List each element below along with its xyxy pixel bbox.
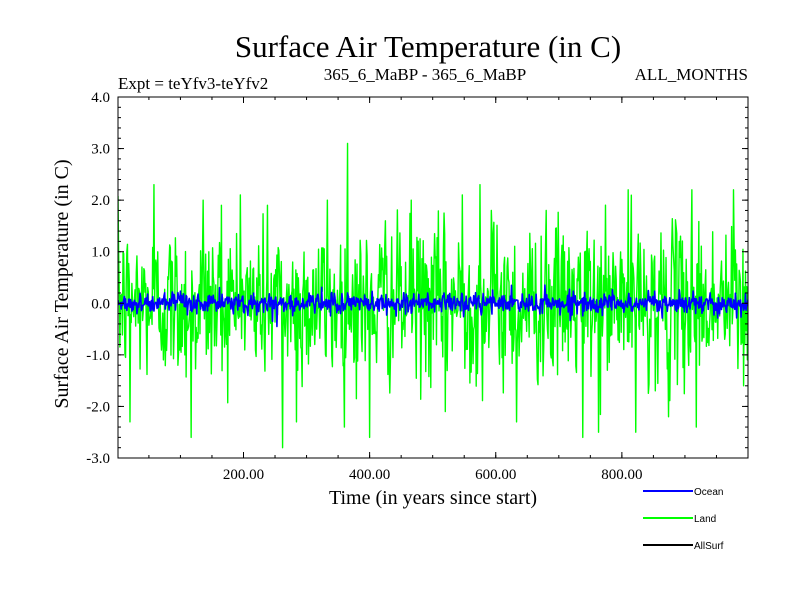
y-axis: -3.0 -2.0 -1.0 0.0 1.0 2.0 3.0 4.0 — [86, 90, 748, 467]
y-tick-label: -1.0 — [86, 348, 110, 364]
x-tick-label: 200.00 — [223, 467, 264, 483]
x-tick-label: 600.00 — [475, 467, 516, 483]
y-tick-label: -3.0 — [86, 451, 110, 467]
y-tick-label: -2.0 — [86, 399, 110, 415]
legend: Ocean Land AllSurf — [643, 487, 724, 552]
y-tick-label: 2.0 — [91, 193, 110, 209]
x-tick-label: 400.00 — [349, 467, 390, 483]
y-tick-label: 0.0 — [91, 296, 110, 312]
x-axis-label: Time (in years since start) — [329, 487, 537, 509]
period-label: 365_6_MaBP - 365_6_MaBP — [324, 65, 526, 84]
series-layer — [118, 142, 748, 449]
y-tick-label: 4.0 — [91, 90, 110, 106]
legend-label-ocean: Ocean — [694, 487, 723, 498]
x-axis: 200.00 400.00 600.00 800.00 — [148, 97, 717, 483]
y-tick-label: 1.0 — [91, 245, 110, 261]
chart-title: Surface Air Temperature (in C) — [235, 29, 621, 64]
series-line-ocean — [118, 284, 748, 328]
y-tick-label: 3.0 — [91, 142, 110, 158]
experiment-label: Expt = teYfv3-teYfv2 — [118, 74, 268, 93]
months-label: ALL_MONTHS — [635, 65, 748, 84]
y-axis-label: Surface Air Temperature (in C) — [51, 159, 73, 408]
legend-label-allsurf: AllSurf — [694, 541, 724, 552]
x-tick-label: 800.00 — [601, 467, 642, 483]
legend-label-land: Land — [694, 514, 716, 525]
